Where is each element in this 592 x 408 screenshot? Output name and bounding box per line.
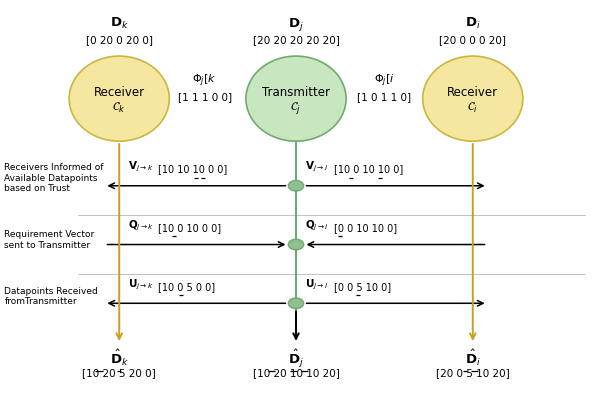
Text: [0 0 10 10 0]: [0 0 10 10 0] — [334, 223, 397, 233]
Text: $\hat{\mathbf{D}}_k$: $\hat{\mathbf{D}}_k$ — [110, 348, 128, 368]
Text: $\hat{\mathbf{D}}_j$: $\hat{\mathbf{D}}_j$ — [288, 348, 304, 370]
Text: $\mathbf{D}_i$: $\mathbf{D}_i$ — [465, 16, 481, 31]
Text: Receiver: Receiver — [447, 86, 498, 99]
Text: $\mathcal{C}_k$: $\mathcal{C}_k$ — [112, 100, 126, 115]
Text: [0 0 5 10 0]: [0 0 5 10 0] — [334, 282, 391, 292]
Ellipse shape — [69, 56, 169, 141]
Text: $\mathbf{V}_{j\rightarrow k}$: $\mathbf{V}_{j\rightarrow k}$ — [128, 160, 153, 174]
Text: [10 20 10 10 20]: [10 20 10 10 20] — [253, 368, 339, 378]
Text: $\mathbf{V}_{j\rightarrow i}$: $\mathbf{V}_{j\rightarrow i}$ — [305, 160, 328, 174]
Text: [20 0 5 10 20]: [20 0 5 10 20] — [436, 368, 510, 378]
Text: Receiver: Receiver — [94, 86, 145, 99]
Circle shape — [288, 298, 304, 308]
Text: Transmitter: Transmitter — [262, 86, 330, 99]
Text: $\mathbf{U}_{j\rightarrow i}$: $\mathbf{U}_{j\rightarrow i}$ — [305, 277, 329, 292]
Ellipse shape — [246, 56, 346, 141]
Text: [0 20 0 20 0]: [0 20 0 20 0] — [86, 35, 153, 45]
Text: [1 0 1 1 0]: [1 0 1 1 0] — [358, 92, 411, 102]
Text: $\Phi_j[k$: $\Phi_j[k$ — [192, 72, 217, 89]
Text: [20 0 0 0 20]: [20 0 0 0 20] — [439, 35, 506, 45]
Text: Requirement Vector
sent to Transmitter: Requirement Vector sent to Transmitter — [4, 231, 95, 250]
Text: $\hat{\mathbf{D}}_i$: $\hat{\mathbf{D}}_i$ — [465, 348, 481, 368]
Text: $\mathcal{C}_j$: $\mathcal{C}_j$ — [291, 100, 301, 115]
Circle shape — [288, 239, 304, 250]
Text: $\Phi_j[i$: $\Phi_j[i$ — [374, 72, 395, 89]
Text: [10 0 5 0 0]: [10 0 5 0 0] — [157, 282, 215, 292]
Text: [10 0 10 0 0]: [10 0 10 0 0] — [157, 223, 221, 233]
Text: [1 1 1 0 0]: [1 1 1 0 0] — [178, 92, 231, 102]
Circle shape — [288, 180, 304, 191]
Text: $\mathbf{Q}_{j\rightarrow k}$: $\mathbf{Q}_{j\rightarrow k}$ — [128, 219, 155, 233]
Text: [10 20 5 20 0]: [10 20 5 20 0] — [82, 368, 156, 378]
Text: Datapoints Received
fromTransmitter: Datapoints Received fromTransmitter — [4, 287, 98, 306]
Text: Receivers Informed of
Available Datapoints
based on Trust: Receivers Informed of Available Datapoin… — [4, 164, 104, 193]
Ellipse shape — [423, 56, 523, 141]
Text: [20 20 20 20 20]: [20 20 20 20 20] — [253, 35, 339, 45]
Text: $\mathcal{C}_i$: $\mathcal{C}_i$ — [467, 100, 478, 115]
Text: $\mathbf{D}_j$: $\mathbf{D}_j$ — [288, 16, 304, 33]
Text: $\mathbf{D}_k$: $\mathbf{D}_k$ — [110, 16, 128, 31]
Text: [10 0 10 10 0]: [10 0 10 10 0] — [334, 164, 404, 174]
Text: [10 10 10 0 0]: [10 10 10 0 0] — [157, 164, 227, 174]
Text: $\mathbf{Q}_{j\rightarrow i}$: $\mathbf{Q}_{j\rightarrow i}$ — [305, 219, 329, 233]
Text: $\mathbf{U}_{j\rightarrow k}$: $\mathbf{U}_{j\rightarrow k}$ — [128, 277, 154, 292]
